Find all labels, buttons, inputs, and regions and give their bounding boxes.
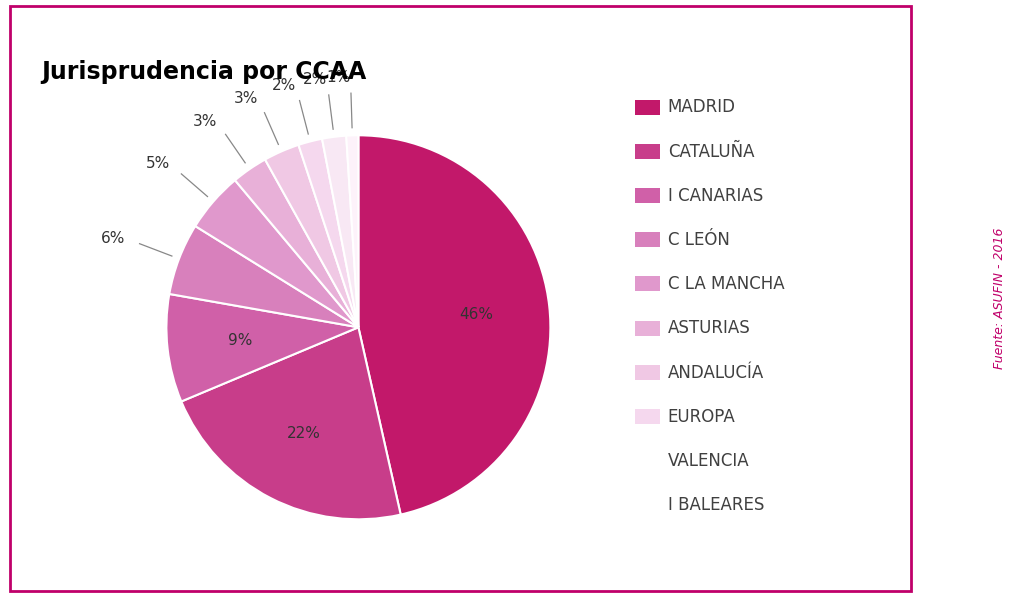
Text: C LEÓN: C LEÓN bbox=[668, 231, 729, 249]
Text: 2%: 2% bbox=[271, 78, 296, 93]
Text: 22%: 22% bbox=[287, 426, 321, 441]
Text: Jurisprudencia por CCAA: Jurisprudencia por CCAA bbox=[41, 60, 367, 84]
Text: ASTURIAS: ASTURIAS bbox=[668, 319, 751, 337]
Text: VALENCIA: VALENCIA bbox=[668, 452, 750, 470]
Text: 2%: 2% bbox=[302, 72, 327, 87]
Text: 5%: 5% bbox=[145, 156, 170, 171]
Wedge shape bbox=[323, 136, 358, 327]
Text: EUROPA: EUROPA bbox=[668, 408, 735, 426]
Text: 6%: 6% bbox=[100, 230, 125, 246]
Wedge shape bbox=[169, 226, 358, 327]
Text: Fuente: ASUFIN - 2016: Fuente: ASUFIN - 2016 bbox=[993, 227, 1006, 370]
Text: 1%: 1% bbox=[327, 70, 350, 85]
Text: 3%: 3% bbox=[233, 91, 258, 106]
Wedge shape bbox=[196, 180, 358, 327]
Wedge shape bbox=[358, 136, 550, 515]
Wedge shape bbox=[234, 159, 358, 327]
Text: I CANARIAS: I CANARIAS bbox=[668, 187, 763, 205]
Text: 9%: 9% bbox=[228, 333, 252, 348]
Text: 46%: 46% bbox=[460, 307, 494, 322]
Text: I BALEARES: I BALEARES bbox=[668, 496, 764, 514]
Wedge shape bbox=[265, 145, 358, 327]
Wedge shape bbox=[167, 294, 358, 401]
Text: CATALUÑA: CATALUÑA bbox=[668, 143, 754, 161]
Text: C LA MANCHA: C LA MANCHA bbox=[668, 275, 784, 293]
Wedge shape bbox=[181, 327, 400, 519]
Wedge shape bbox=[346, 136, 358, 327]
Text: ANDALUCÍA: ANDALUCÍA bbox=[668, 364, 764, 381]
Text: 3%: 3% bbox=[193, 114, 217, 129]
Wedge shape bbox=[298, 139, 358, 327]
Text: MADRID: MADRID bbox=[668, 99, 735, 116]
